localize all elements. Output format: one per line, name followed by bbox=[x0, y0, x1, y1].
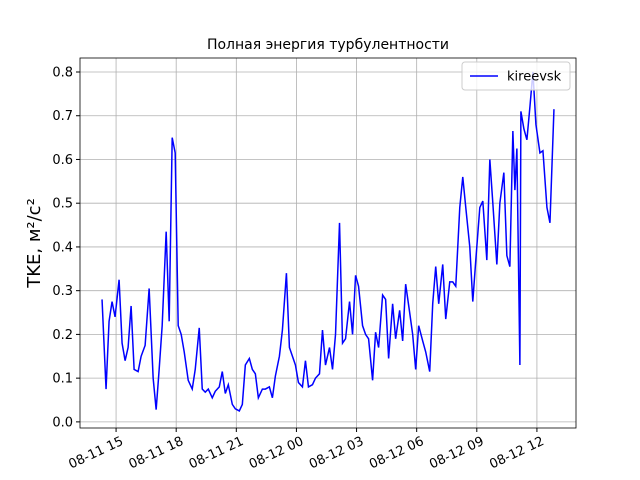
y-tick-label: 0.8 bbox=[52, 65, 73, 80]
y-tick-label: 0.7 bbox=[52, 109, 73, 124]
legend-label: kireevsk bbox=[507, 70, 562, 85]
y-axis-label: TKE, м²/с² bbox=[24, 198, 45, 289]
series-line bbox=[101, 71, 555, 412]
y-tick-label: 0.6 bbox=[52, 153, 73, 168]
plot-frame bbox=[79, 57, 577, 429]
y-tick-label: 0.5 bbox=[52, 197, 73, 212]
y-tick-label: 0.0 bbox=[52, 415, 73, 430]
y-tick-label: 0.1 bbox=[52, 372, 73, 387]
chart-title: Полная энергия турбулентности bbox=[207, 37, 449, 53]
y-tick-label: 0.4 bbox=[52, 240, 73, 255]
legend-box bbox=[461, 61, 571, 91]
y-tick-label: 0.3 bbox=[52, 284, 73, 299]
y-tick-label: 0.2 bbox=[52, 328, 73, 343]
